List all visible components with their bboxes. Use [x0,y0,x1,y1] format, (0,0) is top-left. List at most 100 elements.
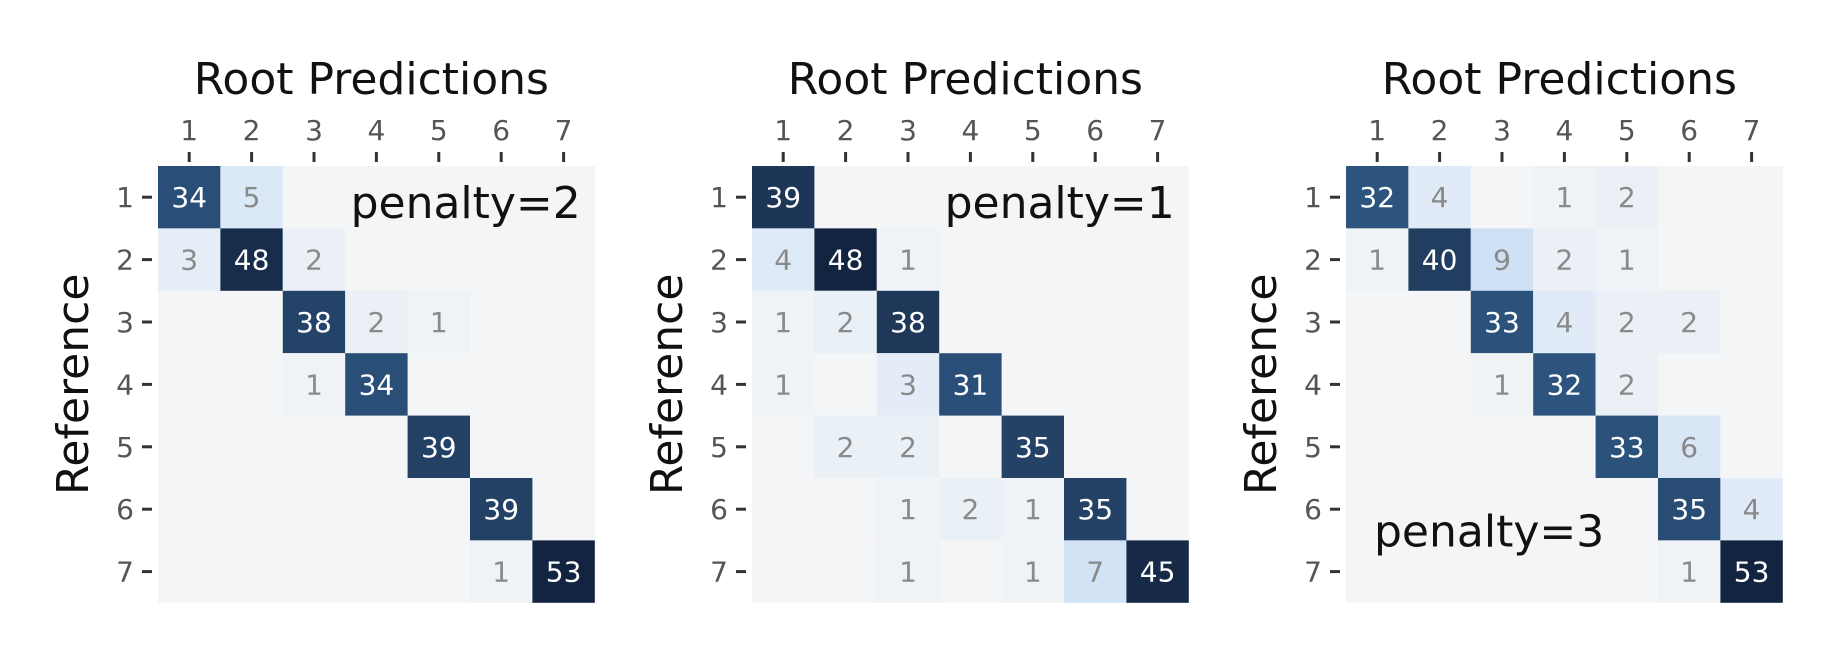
x-tick-label: 2 [243,114,261,147]
heatmap-cell-r7-c6 [470,540,533,603]
cell-value-label: 1 [774,306,792,339]
cell-value-label: 34 [171,181,207,214]
x-tick-label: 1 [180,114,198,147]
heatmap-cell-r2-c3 [876,228,940,291]
cell-value-label: 33 [1484,306,1520,339]
heatmap-cell-r1-c1 [158,166,221,229]
heatmap-cell-r6-c3 [876,478,940,541]
heatmap-panel-2: 394 48 11 2 381 3 312 2 351 2 1 351 1 7 451 2 3 4 5 6 712345… [642,54,1189,603]
cell-value-label: 39 [421,431,457,464]
cell-value-label: 34 [359,368,395,401]
cell-value-label: 48 [828,244,864,277]
heatmap-cell-r7-c6 [1658,540,1721,603]
cell-value-label: 35 [1671,493,1707,526]
heatmap-cell-r2-c2 [220,228,283,291]
heatmap-cell-r2-c3 [1470,228,1534,291]
heatmap-cell-r2-c1 [158,228,221,291]
cell-value-label: 1 [1024,556,1042,589]
y-tick-label: 6 [710,493,728,526]
cell-value-label: 2 [837,431,855,464]
heatmap-cell-r3-c1 [752,290,815,354]
cell-value-label: 2 [1680,306,1698,339]
heatmap-cell-r4-c3 [282,353,346,416]
heatmap-cell-r5-c5 [1595,415,1658,478]
y-axis-label: Reference [1236,274,1287,496]
y-tick-label: 2 [710,244,728,277]
x-tick-label: 3 [305,114,323,147]
cell-value-label: 1 [492,556,510,589]
cell-value-label: 1 [1618,244,1636,277]
cell-value-label: 33 [1609,431,1645,464]
heatmap-cell-r1-c2 [220,166,283,229]
chart-title: Root Predictions [194,54,549,105]
cell-value-label: 1 [1368,244,1386,277]
heatmap-cell-r4-c4 [939,353,1002,416]
y-tick-label: 2 [1304,244,1322,277]
y-tick-label: 5 [710,431,728,464]
cell-value-label: 2 [305,244,323,277]
x-tick-label: 4 [367,114,385,147]
heatmap-cell-r5-c5 [407,415,470,478]
y-tick-label: 3 [116,306,134,339]
heatmap-cell-r1-c5 [1595,166,1658,229]
heatmap-cell-r2-c2 [814,228,877,291]
cell-value-label: 1 [1493,368,1511,401]
heatmap-cell-r1-c2 [1408,166,1471,229]
heatmap-cell-r2-c1 [1346,228,1409,291]
heatmap-cell-r7-c7 [1126,540,1189,603]
heatmap-cell-r7-c7 [532,540,595,603]
cell-value-label: 3 [180,244,198,277]
y-tick-label: 4 [116,368,134,401]
cell-value-label: 2 [1618,306,1636,339]
heatmap-cell-r3-c5 [1595,290,1658,354]
heatmap-cell-r7-c6 [1064,540,1127,603]
cell-value-label: 3 [899,368,917,401]
x-tick-label: 6 [1086,114,1104,147]
heatmap-cell-r4-c4 [1533,353,1596,416]
heatmap-cell-r5-c6 [1658,415,1721,478]
cell-value-label: 4 [1555,306,1573,339]
heatmap-cell-r5-c2 [814,415,877,478]
cell-value-label: 2 [961,493,979,526]
heatmap-cell-r7-c7 [1720,540,1783,603]
cell-value-label: 2 [899,431,917,464]
heatmap-cell-r4-c5 [1595,353,1658,416]
cell-value-label: 38 [296,306,332,339]
heatmap-cell-r6-c4 [939,478,1002,541]
heatmap-cell-r3-c3 [282,290,346,354]
cell-value-label: 7 [1086,556,1104,589]
cell-value-label: 2 [367,306,385,339]
heatmap-cell-r3-c3 [1470,290,1534,354]
cell-value-label: 39 [765,181,801,214]
heatmap-cell-r2-c2 [1408,228,1471,291]
y-tick-label: 7 [1304,556,1322,589]
x-tick-label: 5 [1024,114,1042,147]
y-tick-label: 2 [116,244,134,277]
y-axis-label: Reference [642,274,693,496]
cell-value-label: 31 [953,368,989,401]
heatmap-cell-r3-c4 [345,290,408,354]
x-tick-label: 1 [774,114,792,147]
cell-value-label: 1 [899,556,917,589]
chart-title: Root Predictions [788,54,1143,105]
heatmap-cell-r3-c4 [1533,290,1596,354]
cell-value-label: 53 [1734,556,1770,589]
x-tick-label: 5 [1618,114,1636,147]
cell-value-label: 5 [243,181,261,214]
y-tick-label: 3 [1304,306,1322,339]
cell-value-label: 45 [1140,556,1176,589]
cell-value-label: 39 [483,493,519,526]
x-tick-label: 4 [1555,114,1573,147]
x-tick-label: 7 [555,114,573,147]
heatmap-cell-r6-c6 [470,478,533,541]
cell-value-label: 2 [837,306,855,339]
heatmap-cell-r3-c3 [876,290,940,354]
y-tick-label: 4 [710,368,728,401]
penalty-annotation: penalty=3 [1374,506,1604,557]
cell-value-label: 4 [774,244,792,277]
heatmap-cell-r6-c6 [1658,478,1721,541]
cell-value-label: 6 [1680,431,1698,464]
heatmap-cell-r3-c2 [814,290,877,354]
cell-value-label: 1 [899,244,917,277]
